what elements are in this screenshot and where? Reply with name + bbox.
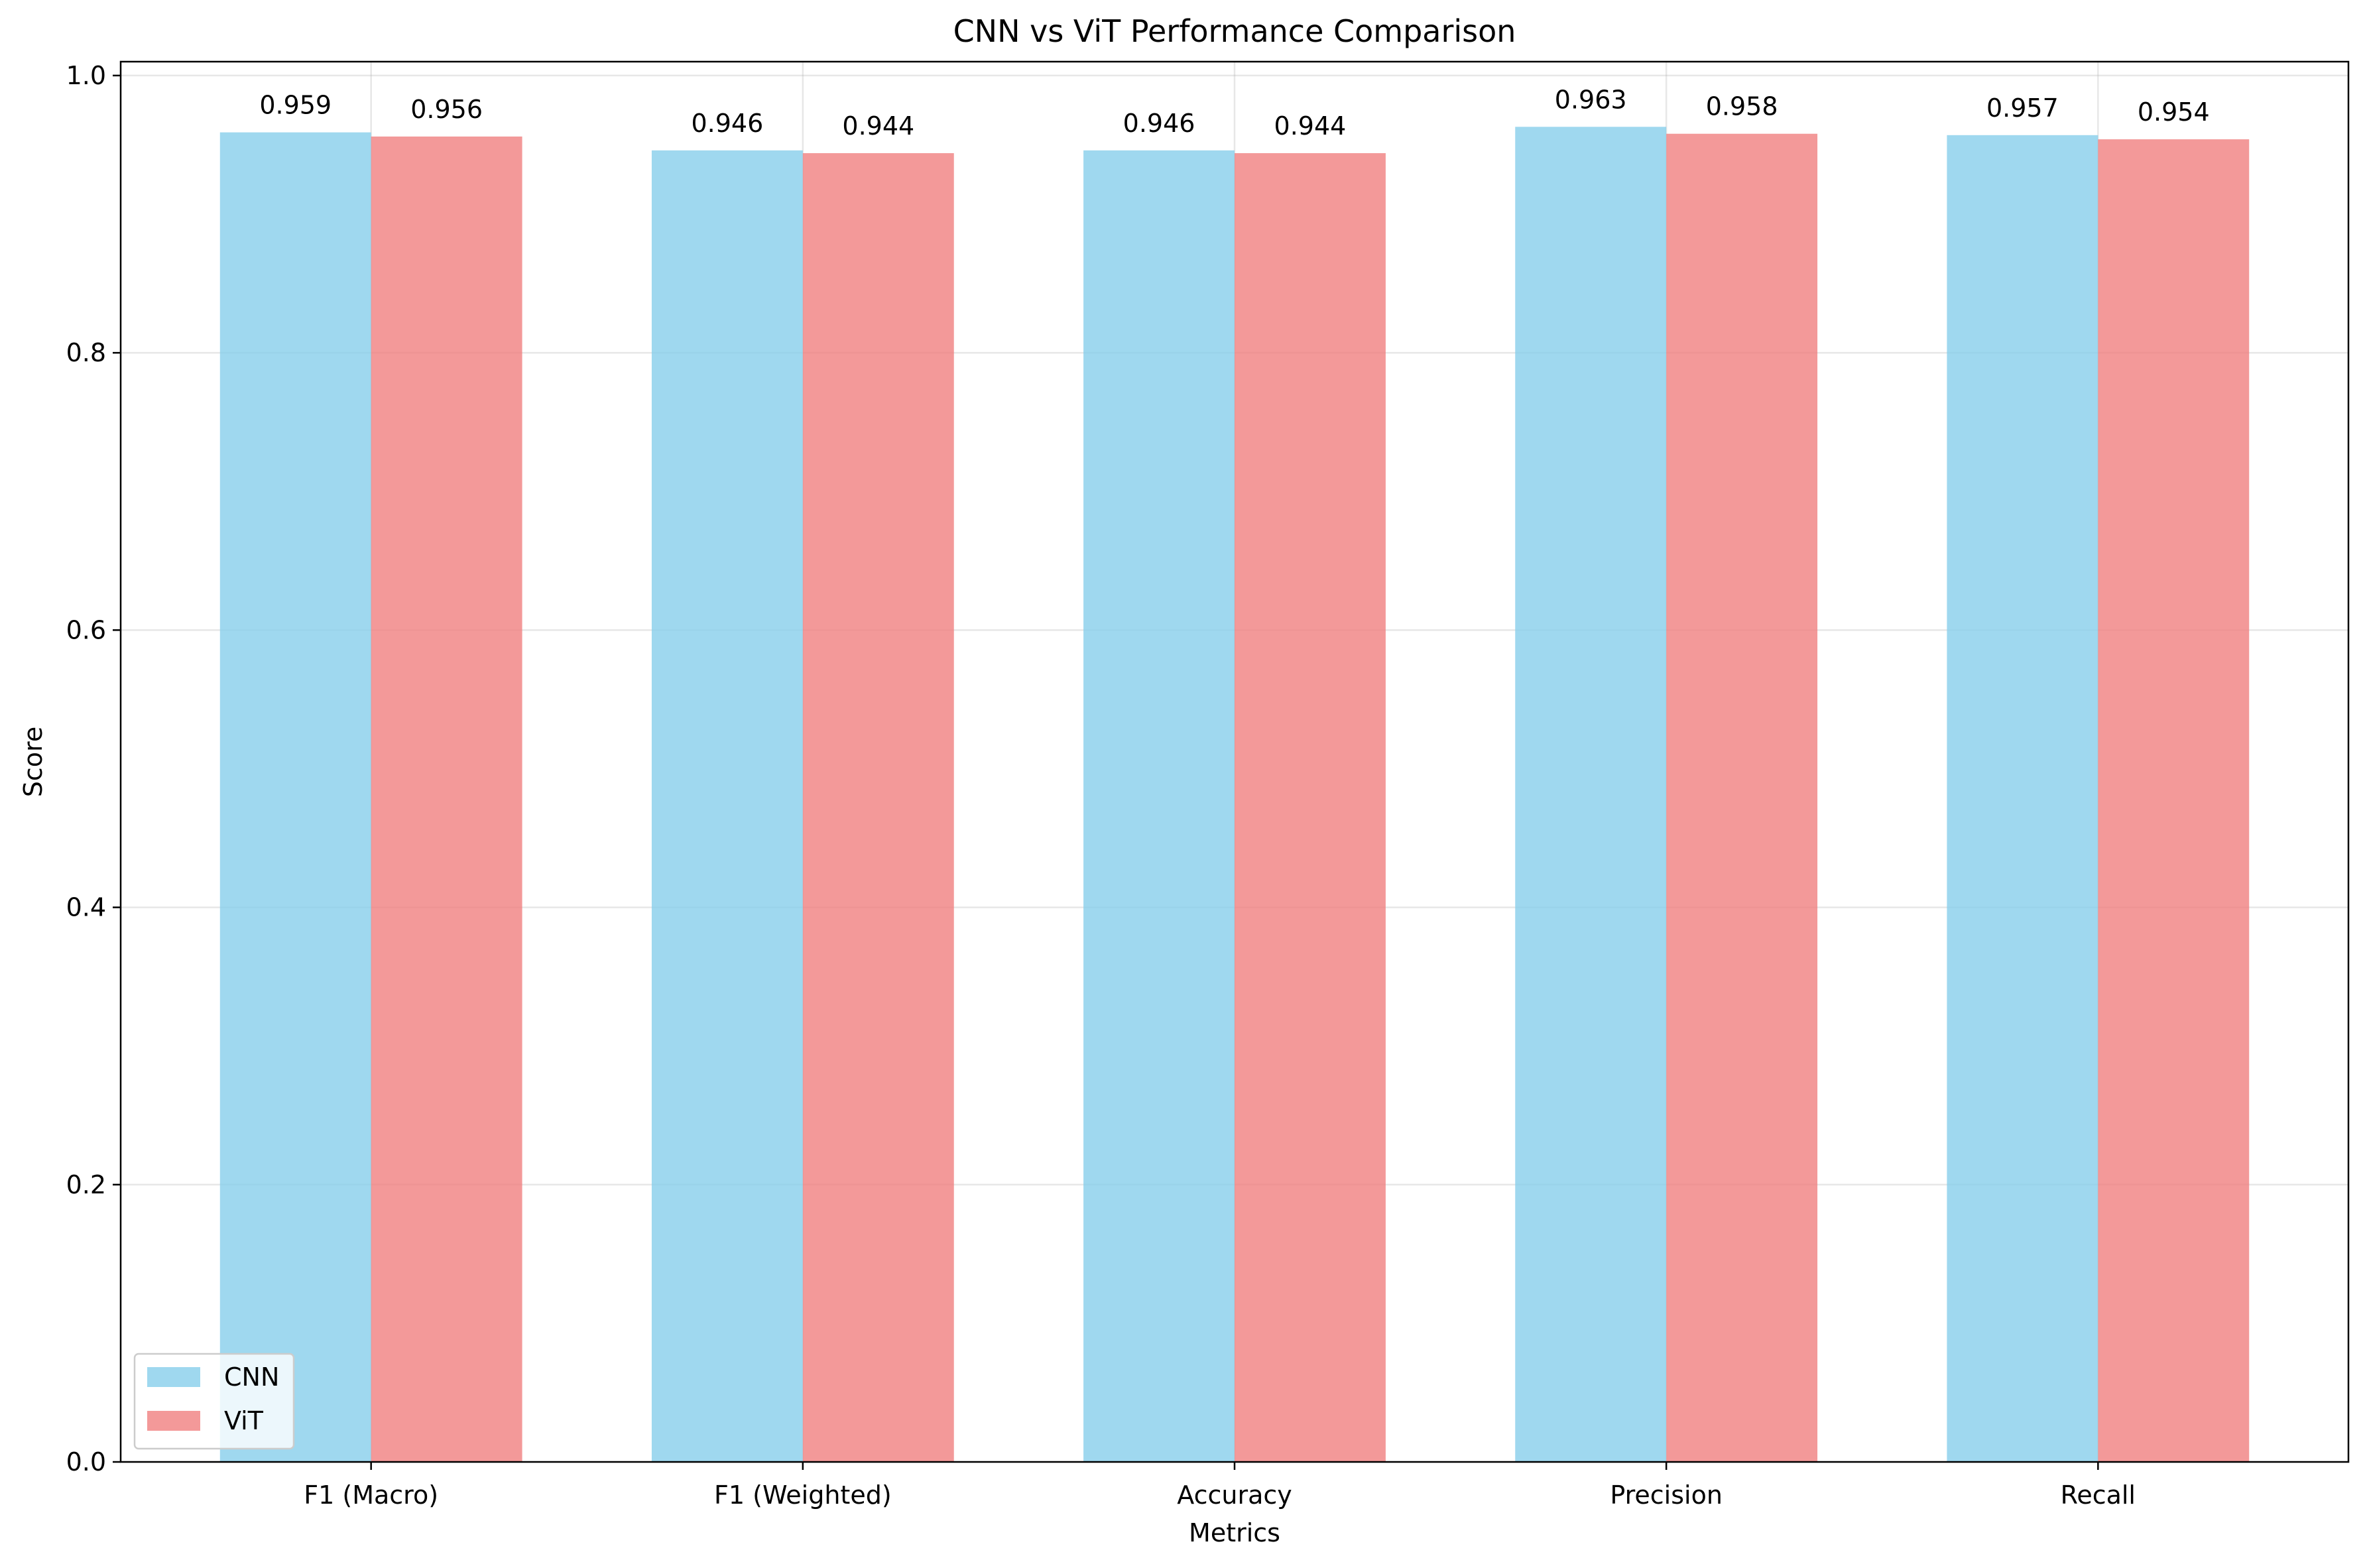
y-tick-label: 0.8 [66, 338, 106, 367]
value-label-cnn-0: 0.959 [259, 91, 332, 120]
value-label-vit-1: 0.944 [842, 111, 914, 141]
legend-swatch-vit [147, 1411, 200, 1431]
bar-cnn-4 [1947, 135, 2098, 1462]
value-label-vit-3: 0.958 [1706, 92, 1778, 121]
legend-swatch-cnn [147, 1367, 200, 1387]
bar-cnn-0 [219, 132, 371, 1463]
y-tick-label: 0.0 [66, 1447, 106, 1477]
value-label-vit-2: 0.944 [1274, 111, 1347, 141]
legend-label-cnn: CNN [224, 1362, 279, 1392]
bar-vit-0 [371, 136, 522, 1462]
value-labels: 0.959 0.946 0.946 0.963 0.957 0.956 0.944 0.944… [259, 85, 2209, 141]
y-tick-label: 0.6 [66, 615, 106, 644]
value-label-cnn-4: 0.957 [1986, 93, 2059, 123]
x-tick-label: Accuracy [1177, 1480, 1292, 1510]
y-tick-label: 1.0 [66, 61, 106, 90]
bar-vit-4 [2098, 139, 2250, 1463]
legend-label-vit: ViT [224, 1406, 264, 1435]
value-label-cnn-3: 0.963 [1555, 85, 1627, 114]
x-tick-label: Precision [1610, 1480, 1723, 1510]
legend: CNN ViT [133, 1353, 295, 1450]
y-tick-label: 0.4 [66, 893, 106, 922]
x-axis-ticks: F1 (Macro) F1 (Weighted) Accuracy Precision… [304, 1462, 2136, 1510]
value-label-vit-4: 0.954 [2138, 97, 2210, 127]
bar-cnn-1 [651, 150, 803, 1462]
y-tick-label: 0.2 [66, 1170, 106, 1199]
x-tick-label: F1 (Macro) [304, 1480, 438, 1510]
value-label-cnn-2: 0.946 [1123, 109, 1195, 138]
x-tick-label: Recall [2061, 1480, 2136, 1510]
x-axis-label: Metrics [1189, 1518, 1280, 1547]
y-axis-ticks: 0.0 0.2 0.4 0.6 0.8 1.0 [66, 61, 121, 1477]
value-label-vit-0: 0.956 [410, 95, 483, 124]
y-axis-label: Score [19, 727, 48, 797]
bar-cnn-3 [1515, 127, 1667, 1462]
bar-vit-3 [1666, 133, 1818, 1463]
bar-vit-1 [802, 153, 954, 1463]
bar-cnn-2 [1083, 150, 1235, 1462]
x-tick-label: F1 (Weighted) [714, 1480, 892, 1510]
bars [219, 127, 2250, 1463]
value-label-cnn-1: 0.946 [691, 109, 763, 138]
bar-vit-2 [1235, 153, 1386, 1463]
chart-title: CNN vs ViT Performance Comparison [953, 13, 1516, 49]
